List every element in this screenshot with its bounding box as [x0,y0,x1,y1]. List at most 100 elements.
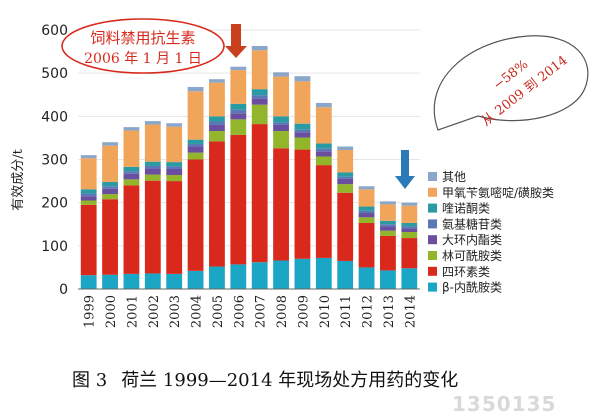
figure-caption: 图 3 荷兰 1999—2014 年现场处方用药的变化 [72,366,542,392]
bar-segment [273,260,289,289]
bar-segment [166,162,183,167]
bar-segment [102,274,118,289]
bar-segment [380,235,396,271]
y-tick-label: 600 [41,23,68,39]
ban-annotation-line1: 饲料禁用抗生素 [90,29,195,47]
bar-segment [230,113,247,120]
bar-segment [337,178,354,185]
bar-segment [380,201,396,205]
bar-segment [401,202,418,206]
x-tick-label: 2008 [275,295,290,328]
bar-segment [80,204,97,276]
bar-segment [337,172,354,177]
bar-segment [273,131,289,149]
bar-segment [401,228,418,233]
legend-label: 甲氧苄氨嘧啶/磺胺类 [442,186,554,200]
bar-segment [401,205,418,223]
bar-segment [358,210,375,214]
legend-swatch [428,251,437,260]
bar-segment [209,79,225,83]
bar-segment [123,166,140,172]
bar-segment [401,232,418,239]
legend-label: 氨基糖苷类 [442,216,502,231]
bar-segment [123,127,140,131]
bar-segment [358,222,375,268]
figure-number: 图 3 [72,370,108,391]
legend-swatch [428,172,437,181]
bar-segment [315,102,332,108]
bar-segment [251,50,268,90]
bar-segment [251,45,268,51]
bar-segment [187,152,204,160]
bar-segment [123,185,140,274]
drop-annotation-bubble [433,35,589,131]
bar-segment [144,121,161,125]
bar-segment [380,204,396,221]
bar-segment [80,200,97,205]
x-tick-label: 2007 [254,295,269,328]
figure-title: 荷兰 1999—2014 年现场处方用药的变化 [121,370,459,391]
bar-segment [80,155,97,159]
bar-segment [80,196,97,201]
x-tick-label: 2004 [190,295,205,328]
bar-segment [209,131,225,142]
bar-segment [358,186,375,190]
bar-segment [337,260,354,289]
bar-segment [401,226,418,229]
bar-segment [230,66,247,71]
bar-segment [230,134,247,265]
bar-segment [251,104,268,125]
bar-segment [294,132,311,138]
x-tick-label: 2006 [232,295,247,328]
x-tick-label: 2010 [318,295,333,328]
bar-segment [123,171,140,174]
bar-segment [315,165,332,258]
bar-segment [294,137,311,150]
bar-segment [380,230,396,236]
bar-segment [358,189,375,207]
bar-segment [123,173,140,180]
legend-label: 其他 [442,170,466,184]
bar-segment [102,181,118,187]
bar-segment [166,166,183,169]
watermark-logo: 1350135 [452,392,557,416]
bar-segment [187,91,204,140]
bar-segment [230,264,247,289]
x-tick-label: 2001 [125,295,140,328]
x-tick-label: 2014 [403,295,418,328]
bar-segment [337,146,354,151]
bar-segment [401,268,418,289]
ban-annotation-bubble [61,18,225,74]
bar-segment [358,206,375,211]
bar-segment [102,186,118,189]
bars-group [80,45,418,289]
bar-segment [144,273,161,289]
bar-segment [187,270,204,289]
bar-segment [380,226,396,231]
bar-segment [144,161,161,166]
bar-segment [187,139,204,144]
bar-segment [166,126,183,163]
bar-segment [294,149,311,259]
x-tick-label: 2013 [382,295,397,328]
bar-segment [273,122,289,125]
bar-segment [273,116,289,123]
bar-segment [102,194,118,200]
bar-segment [358,213,375,218]
bar-segment [187,159,204,271]
bar-segment [209,82,225,117]
bar-segment [144,165,161,169]
legend-swatch [428,266,437,276]
bar-segment [230,70,247,104]
x-tick-label: 2012 [361,295,376,328]
bar-segment [315,257,332,289]
legend-label: 林可酰胺类 [442,249,502,263]
legend-label: 四环素类 [442,265,490,279]
bar-segment [123,130,140,167]
bar-segment [251,95,268,99]
bar-segment [358,217,375,223]
bar-segment [230,103,247,110]
legend-swatch [428,203,437,213]
bar-segment [251,262,268,289]
